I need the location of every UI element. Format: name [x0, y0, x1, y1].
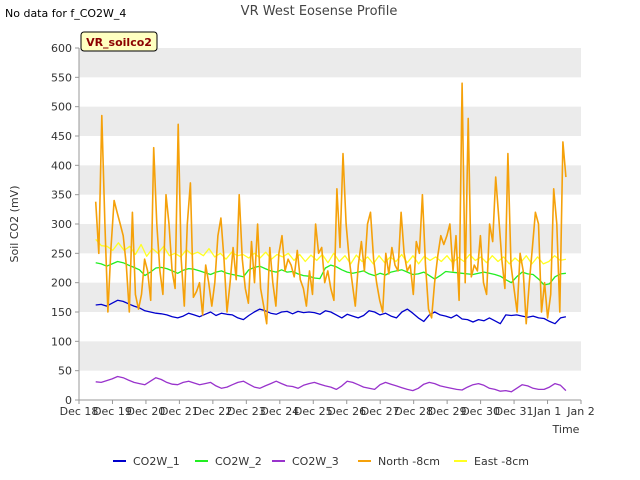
x-tick-label: Dec 19 — [93, 405, 132, 418]
legend-label: North -8cm — [378, 455, 440, 468]
x-tick-label: Dec 23 — [227, 405, 266, 418]
x-tick-label: Dec 18 — [60, 405, 99, 418]
y-tick-label: 0 — [65, 394, 72, 407]
legend-label: CO2W_3 — [292, 455, 339, 468]
x-tick-label: Dec 22 — [193, 405, 232, 418]
x-tick-label: Dec 21 — [160, 405, 199, 418]
legend-item: East -8cm — [454, 455, 529, 468]
y-axis-label: Soil CO2 (mV) — [8, 186, 21, 263]
y-tick-label: 400 — [51, 159, 72, 172]
axes: 0 50 100 150 200 250 300 350 400 450 500 550 600 Dec … — [51, 42, 595, 418]
legend-item: CO2W_3 — [272, 455, 339, 468]
legend: CO2W_1 CO2W_2 CO2W_3 North -8cm East -8cm — [113, 455, 529, 468]
x-tick-label: Dec 26 — [327, 405, 366, 418]
y-tick-label: 100 — [51, 335, 72, 348]
legend-item: CO2W_2 — [195, 455, 262, 468]
series-line-co2w-3 — [95, 375, 567, 393]
legend-item: CO2W_1 — [113, 455, 180, 468]
plot-background — [79, 48, 581, 400]
station-badge: VR_soilco2 — [80, 31, 158, 52]
x-tick-label: Dec 25 — [294, 405, 333, 418]
series-line-co2w-1 — [95, 299, 567, 325]
legend-label: CO2W_2 — [215, 455, 262, 468]
y-tick-label: 50 — [58, 365, 72, 378]
series-layer — [94, 82, 567, 393]
grid-band — [79, 341, 581, 371]
y-tick-label: 500 — [51, 101, 72, 114]
no-data-notice: No data for f_CO2W_4 — [5, 7, 126, 20]
y-tick-label: 600 — [51, 42, 72, 55]
y-tick-label: 300 — [51, 218, 72, 231]
legend-item: North -8cm — [358, 455, 440, 468]
y-tick-label: 150 — [51, 306, 72, 319]
x-tick-label: Dec 28 — [394, 405, 433, 418]
chart-title: VR West Eosense Profile — [241, 4, 398, 19]
y-tick-label: 250 — [51, 247, 72, 260]
series-line-north-8cm — [94, 82, 567, 325]
x-tick-label: Dec 30 — [461, 405, 500, 418]
y-tick-label: 550 — [51, 71, 72, 84]
grid-band — [79, 48, 581, 78]
x-tick-label: Dec 20 — [127, 405, 166, 418]
x-tick-label: Jan 1 — [533, 405, 561, 418]
x-axis-label: Time — [552, 423, 580, 436]
x-tick-label: Dec 24 — [260, 405, 299, 418]
grid-band — [79, 106, 581, 136]
legend-label: CO2W_1 — [133, 455, 180, 468]
y-tick-label: 450 — [51, 130, 72, 143]
y-tick-label: 350 — [51, 189, 72, 202]
x-tick-label: Dec 27 — [361, 405, 400, 418]
station-badge-label: VR_soilco2 — [86, 36, 152, 49]
y-tick-label: 200 — [51, 277, 72, 290]
x-tick-label: Dec 29 — [428, 405, 467, 418]
station-badge-box — [80, 31, 158, 52]
x-tick-label: Dec 31 — [495, 405, 534, 418]
x-tick-label: Jan 2 — [566, 405, 594, 418]
legend-label: East -8cm — [474, 455, 529, 468]
